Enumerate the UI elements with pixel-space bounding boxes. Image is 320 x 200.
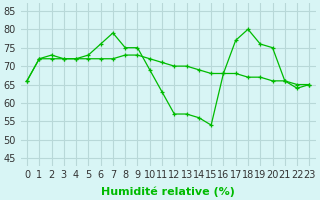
X-axis label: Humidité relative (%): Humidité relative (%) [101, 186, 235, 197]
